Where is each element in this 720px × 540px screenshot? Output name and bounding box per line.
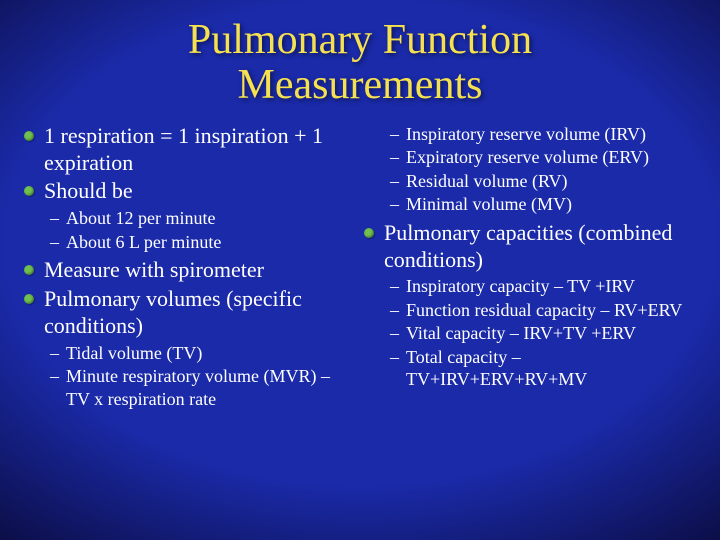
bullet-text: Pulmonary capacities (combined condition… bbox=[384, 220, 696, 274]
sub-bullet-item: – Inspiratory capacity – TV +IRV bbox=[364, 275, 696, 298]
sub-bullet-text: Residual volume (RV) bbox=[406, 170, 568, 193]
sub-bullet-text: Minimal volume (MV) bbox=[406, 193, 572, 216]
sub-bullet-text: Inspiratory reserve volume (IRV) bbox=[406, 123, 646, 146]
bullet-icon bbox=[24, 186, 34, 196]
body-columns: 1 respiration = 1 inspiration + 1 expira… bbox=[0, 109, 720, 411]
sub-bullet-item: – Expiratory reserve volume (ERV) bbox=[364, 146, 696, 169]
sub-bullet-text: Inspiratory capacity – TV +IRV bbox=[406, 275, 635, 298]
bullet-item: Should be bbox=[24, 178, 356, 205]
bullet-icon bbox=[24, 131, 34, 141]
bullet-text: Measure with spirometer bbox=[44, 257, 264, 284]
title-line-1: Pulmonary Function bbox=[188, 17, 532, 63]
dash-icon: – bbox=[50, 207, 59, 230]
dash-icon: – bbox=[390, 275, 399, 298]
sub-bullet-item: – About 6 L per minute bbox=[24, 231, 356, 254]
dash-icon: – bbox=[390, 346, 399, 369]
sub-bullet-item: – Total capacity – TV+IRV+ERV+RV+MV bbox=[364, 346, 696, 391]
dash-icon: – bbox=[390, 322, 399, 345]
bullet-text: Should be bbox=[44, 178, 133, 205]
sub-bullet-item: – About 12 per minute bbox=[24, 207, 356, 230]
sub-bullet-item: – Minute respiratory volume (MVR) – TV x… bbox=[24, 365, 356, 410]
bullet-item: 1 respiration = 1 inspiration + 1 expira… bbox=[24, 123, 356, 177]
dash-icon: – bbox=[50, 365, 59, 388]
sub-bullet-text: Total capacity – TV+IRV+ERV+RV+MV bbox=[406, 346, 696, 391]
dash-icon: – bbox=[390, 146, 399, 169]
bullet-item: Pulmonary volumes (specific conditions) bbox=[24, 286, 356, 340]
bullet-icon bbox=[24, 265, 34, 275]
sub-bullet-item: – Function residual capacity – RV+ERV bbox=[364, 299, 696, 322]
title-line-2: Measurements bbox=[238, 62, 483, 108]
left-column: 1 respiration = 1 inspiration + 1 expira… bbox=[24, 123, 356, 411]
dash-icon: – bbox=[390, 170, 399, 193]
bullet-text: Pulmonary volumes (specific conditions) bbox=[44, 286, 356, 340]
bullet-icon bbox=[24, 294, 34, 304]
sub-bullet-item: – Residual volume (RV) bbox=[364, 170, 696, 193]
dash-icon: – bbox=[390, 299, 399, 322]
sub-bullet-text: Minute respiratory volume (MVR) – TV x r… bbox=[66, 365, 356, 410]
bullet-text: 1 respiration = 1 inspiration + 1 expira… bbox=[44, 123, 356, 177]
slide-title: Pulmonary Function Measurements bbox=[0, 0, 720, 109]
sub-bullet-text: Expiratory reserve volume (ERV) bbox=[406, 146, 649, 169]
sub-bullet-text: Function residual capacity – RV+ERV bbox=[406, 299, 682, 322]
sub-bullet-item: – Vital capacity – IRV+TV +ERV bbox=[364, 322, 696, 345]
dash-icon: – bbox=[50, 231, 59, 254]
sub-bullet-text: Tidal volume (TV) bbox=[66, 342, 202, 365]
dash-icon: – bbox=[50, 342, 59, 365]
sub-bullet-text: About 12 per minute bbox=[66, 207, 215, 230]
bullet-icon bbox=[364, 228, 374, 238]
right-column: – Inspiratory reserve volume (IRV) – Exp… bbox=[364, 123, 696, 411]
dash-icon: – bbox=[390, 123, 399, 146]
dash-icon: – bbox=[390, 193, 399, 216]
sub-bullet-item: – Tidal volume (TV) bbox=[24, 342, 356, 365]
sub-bullet-text: About 6 L per minute bbox=[66, 231, 221, 254]
bullet-item: Pulmonary capacities (combined condition… bbox=[364, 220, 696, 274]
sub-bullet-text: Vital capacity – IRV+TV +ERV bbox=[406, 322, 636, 345]
sub-bullet-item: – Inspiratory reserve volume (IRV) bbox=[364, 123, 696, 146]
sub-bullet-item: – Minimal volume (MV) bbox=[364, 193, 696, 216]
bullet-item: Measure with spirometer bbox=[24, 257, 356, 284]
